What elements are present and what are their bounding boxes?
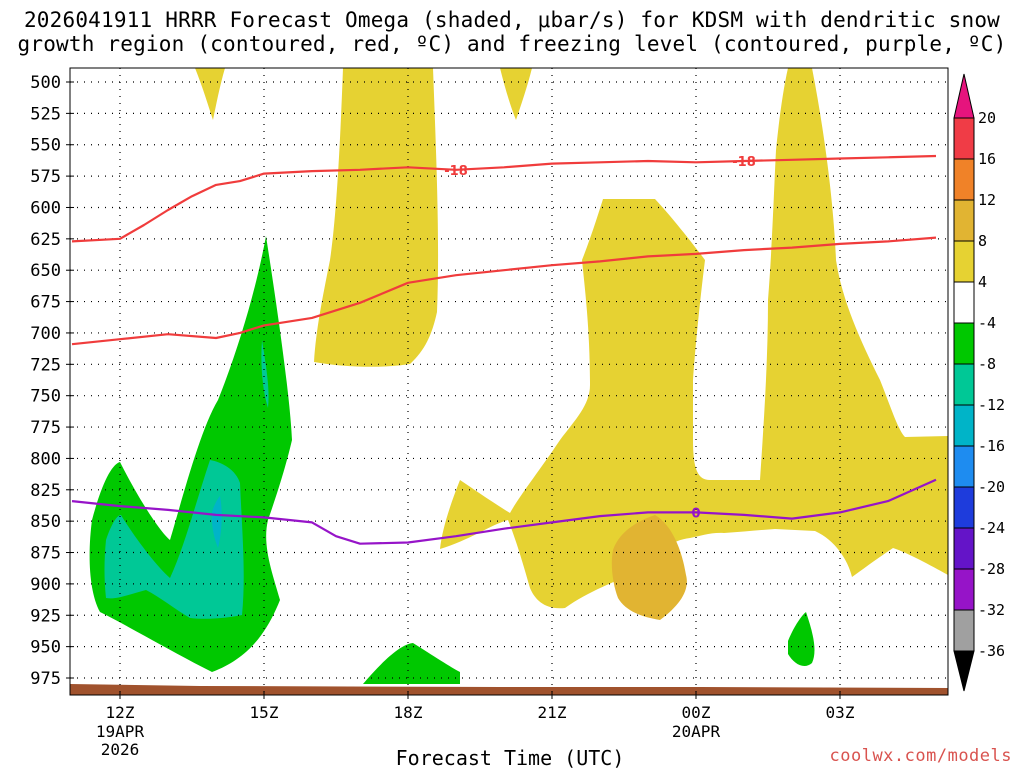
colorbar-label-8: -16 [978,437,1005,455]
colorbar-label-2: 12 [978,191,996,209]
chart-title-line2: growth region (contoured, red, ºC) and f… [17,32,1007,56]
x-tick-label-15Z: 15Z [250,703,279,722]
contour-line-dgz-0 [71,154,937,243]
colorbar-label-10: -24 [978,519,1005,537]
omega-rise-area-south [363,643,460,684]
x-tick-label-03Z: 03Z [826,703,855,722]
colorbar-label-11: -28 [978,560,1005,578]
y-tick-label-725: 725 [30,355,61,375]
x-tick-label-21Z: 21Z [538,703,567,722]
colorbar: 20 16 12 8 4 -4 -8 -12 -16 -20 -24 -28 -32 -36 [953,73,1005,692]
contour-line-freezing [71,478,937,545]
colorbar-label-13: -36 [978,642,1005,660]
y-tick-label-750: 750 [30,387,61,407]
colorbar-swatch-3 [953,240,975,283]
y-tick-label-900: 900 [30,575,61,595]
colorbar-swatch-5 [953,322,975,365]
chart-title-line1: 2026041911 HRRR Forecast Omega (shaded, … [23,8,1001,32]
colorbar-swatch-0 [953,117,975,160]
colorbar-label-12: -32 [978,601,1005,619]
x-tick-label-00Z: 00Z [682,703,711,722]
y-axis: 500 525 550 575 600 625 650 675 700 725 750 775 800 8… [30,73,74,689]
y-tick-label-675: 675 [30,293,61,313]
chart-title: 2026041911 HRRR Forecast Omega (shaded, … [0,8,1024,56]
contour-label-freezing-0: 0 [691,506,700,521]
contour-labels: -18 -18 0 [444,155,756,521]
y-tick-label-875: 875 [30,544,61,564]
colorbar-swatch-2 [953,199,975,242]
colorbar-label-3: 8 [978,232,987,250]
colorbar-top-arrow [953,73,975,119]
x-tick-date-12Z: 19APR [96,722,145,741]
colorbar-swatch-8 [953,445,975,488]
contour-label-dgz-1: -18 [732,155,756,170]
omega-sink-area-b [500,68,532,120]
omega-strong-rise-area [211,496,222,548]
plot-frame [69,67,949,696]
y-tick-label-500: 500 [30,73,61,93]
colorbar-label-1: 16 [978,150,996,168]
colorbar-label-6: -8 [978,355,996,373]
y-tick-label-800: 800 [30,449,61,469]
x-tick-label-12Z: 12Z [106,703,135,722]
contour-label-dgz-0: -18 [444,164,468,179]
y-tick-label-775: 775 [30,418,61,438]
omega-moderate-sink-area [611,515,687,620]
colorbar-swatch-1 [953,158,975,201]
colorbar-label-7: -12 [978,396,1005,414]
omega-moderate-rise-sliver [261,340,269,408]
colorbar-label-4: 4 [978,273,987,291]
colorbar-label-0: 20 [978,109,996,127]
colorbar-swatch-9 [953,486,975,529]
credit-link[interactable]: coolwx.com/models [829,746,1012,766]
y-tick-label-825: 825 [30,481,61,501]
colorbar-swatch-12 [953,609,975,652]
colorbar-swatch-10 [953,527,975,570]
omega-sink-area-a [195,68,225,120]
y-tick-label-550: 550 [30,136,61,156]
y-tick-label-600: 600 [30,198,61,218]
omega-shading [70,68,948,695]
omega-rise-area-east [788,612,815,667]
y-tick-label-625: 625 [30,230,61,250]
colorbar-swatch-6 [953,363,975,406]
y-tick-label-850: 850 [30,512,61,532]
y-tick-label-925: 925 [30,606,61,626]
y-tick-label-650: 650 [30,261,61,281]
x-tick-date-00Z: 20APR [672,722,721,741]
contour-line-dgz-1 [71,236,937,346]
x-axis-title: Forecast Time (UTC) [395,746,625,770]
colorbar-label-5: -4 [978,314,996,332]
colorbar-swatch-7 [953,404,975,447]
temperature-contours [71,154,937,545]
omega-sink-area-d [440,68,948,609]
x-tick-year-12Z: 2026 [101,740,140,759]
colorbar-swatch-4 [953,281,975,324]
y-tick-label-525: 525 [30,104,61,124]
y-tick-label-950: 950 [30,638,61,658]
y-tick-label-975: 975 [30,669,61,689]
y-tick-label-575: 575 [30,167,61,187]
colorbar-label-9: -20 [978,478,1005,496]
omega-moderate-rise-area [104,460,244,619]
colorbar-swatch-11 [953,568,975,611]
terrain-surface [70,684,948,695]
colorbar-bottom-arrow [953,650,975,692]
omega-sink-area-c [314,68,439,367]
y-tick-label-700: 700 [30,324,61,344]
x-tick-label-18Z: 18Z [394,703,423,722]
